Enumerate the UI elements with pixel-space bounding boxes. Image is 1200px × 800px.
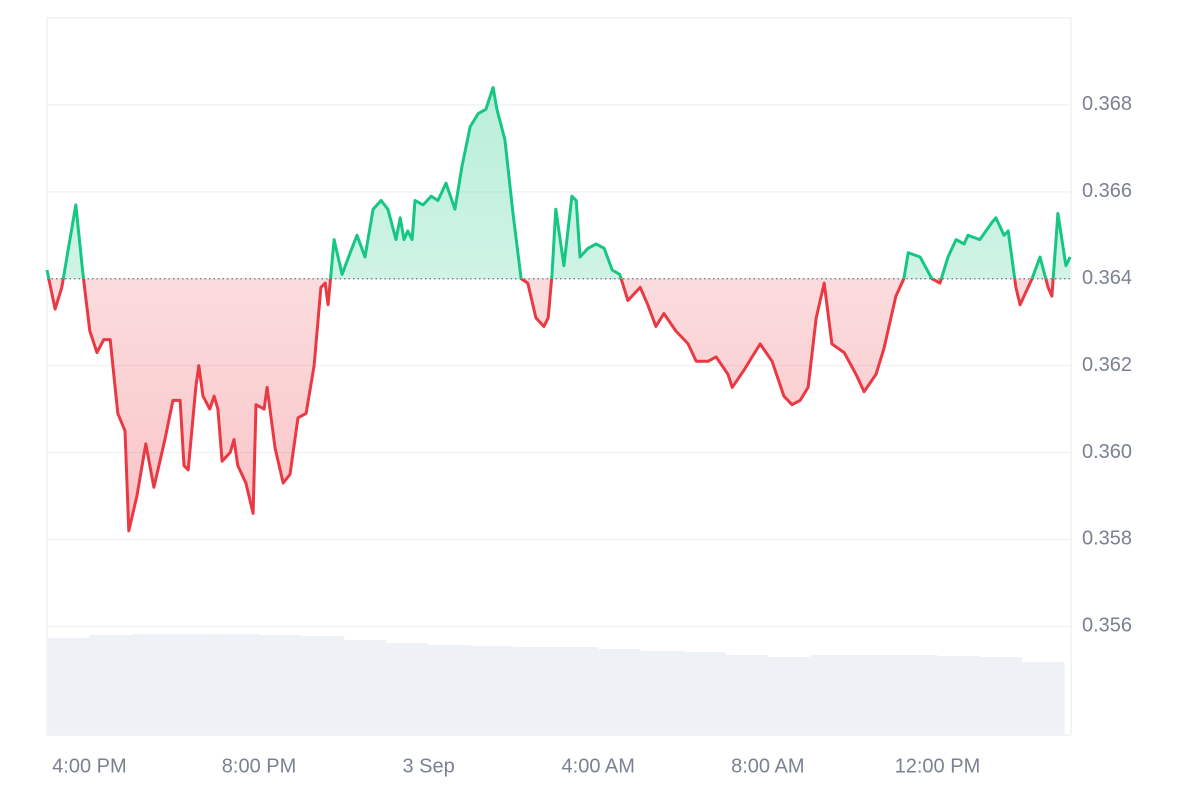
- volume-bar: [513, 647, 556, 735]
- volume-bar: [343, 640, 387, 735]
- volume-bar: [301, 636, 344, 735]
- volume-bar: [555, 647, 599, 735]
- x-tick-label: 3 Sep: [402, 755, 454, 777]
- x-tick-label: 4:00 PM: [52, 755, 126, 777]
- volume-bar: [683, 652, 726, 735]
- x-tick-label: 8:00 AM: [731, 755, 804, 777]
- volume-bar: [598, 649, 641, 735]
- volume-bar: [640, 651, 684, 735]
- volume-bar: [89, 635, 132, 735]
- y-tick-label: 0.356: [1082, 615, 1132, 637]
- volume-bar: [852, 655, 896, 735]
- volume-bar: [810, 655, 853, 735]
- y-tick-label: 0.362: [1082, 354, 1132, 376]
- x-tick-label: 8:00 PM: [222, 755, 296, 777]
- volume-bar: [1022, 662, 1065, 735]
- volume-bar: [386, 643, 429, 735]
- volume-bar: [979, 657, 1023, 735]
- volume-bar: [216, 634, 260, 735]
- volume-bar: [895, 655, 938, 735]
- y-tick-label: 0.364: [1082, 267, 1132, 289]
- volume-bar: [131, 634, 175, 735]
- volume-bar: [428, 645, 472, 735]
- volume-bar: [259, 635, 302, 735]
- x-tick-label: 4:00 AM: [562, 755, 635, 777]
- y-tick-label: 0.358: [1082, 528, 1132, 550]
- x-tick-label: 12:00 PM: [895, 755, 981, 777]
- volume-bar: [47, 638, 90, 735]
- volume-bar: [174, 634, 217, 735]
- volume-bar: [767, 657, 811, 735]
- price-line-down: [47, 278, 1055, 533]
- y-tick-label: 0.368: [1082, 93, 1132, 115]
- y-tick-label: 0.366: [1082, 180, 1132, 202]
- area-below: [48, 278, 1054, 531]
- volume-bar: [471, 646, 514, 735]
- volume-bar: [725, 655, 768, 735]
- area-above: [47, 87, 1071, 279]
- y-tick-label: 0.360: [1082, 441, 1132, 463]
- volume-bar: [937, 656, 980, 735]
- price-line-up: [45, 86, 1072, 279]
